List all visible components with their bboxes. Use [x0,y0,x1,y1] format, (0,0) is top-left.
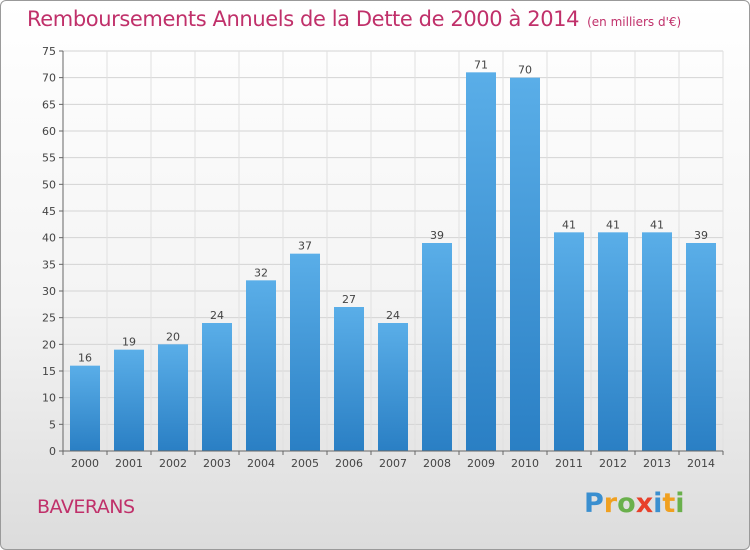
bar [290,253,320,451]
y-tick-label: 40 [42,232,56,245]
title-unit: (en milliers d'€) [587,15,682,29]
bar-value-label: 39 [694,229,708,242]
logo-letter: t [662,488,676,519]
y-tick-label: 5 [49,418,56,431]
x-tick-label: 2011 [555,457,583,470]
x-tick-label: 2000 [71,457,99,470]
logo-letter: i [653,488,663,519]
y-tick-label: 20 [42,338,56,351]
bar [334,307,364,451]
y-tick-label: 60 [42,125,56,138]
bar-value-label: 39 [430,229,444,242]
y-tick-label: 15 [42,365,56,378]
x-tick-label: 2004 [247,457,275,470]
bar [202,323,232,451]
bar-value-label: 41 [650,218,664,231]
labels: 0 5 10 15 20 25 30 35 40 45 50 55 60 65 70 75 16 2000 19 20… [42,45,715,470]
y-tick-label: 75 [42,45,56,58]
y-tick-label: 65 [42,98,56,111]
axes [59,50,724,455]
bar-value-label: 16 [78,352,92,365]
y-tick-label: 70 [42,72,56,85]
bar [554,232,584,451]
bar-value-label: 41 [606,218,620,231]
chart-title: Remboursements Annuels de la Dette de 20… [27,7,681,31]
bar-value-label: 32 [254,266,268,279]
bar [70,365,100,451]
bar [114,349,144,451]
y-tick-label: 0 [49,445,56,458]
logo-letter: i [675,488,685,519]
bar [378,323,408,451]
logo-letter: r [603,488,618,519]
bar-value-label: 19 [122,336,136,349]
y-tick-label: 10 [42,392,56,405]
bar [642,232,672,451]
x-tick-label: 2009 [467,457,495,470]
y-tick-label: 30 [42,285,56,298]
x-tick-label: 2005 [291,457,319,470]
y-tick-label: 50 [42,178,56,191]
bars [70,72,716,452]
bar [510,77,540,452]
bar-value-label: 24 [210,309,224,322]
y-tick-label: 25 [42,312,56,325]
x-tick-label: 2001 [115,457,143,470]
y-tick-label: 55 [42,152,56,165]
x-tick-label: 2002 [159,457,187,470]
x-tick-label: 2014 [687,457,715,470]
x-tick-label: 2012 [599,457,627,470]
y-tick-label: 35 [42,258,56,271]
title-text: Remboursements Annuels de la Dette de 20… [27,7,580,31]
x-tick-label: 2006 [335,457,363,470]
logo-letter: P [584,488,604,519]
bar-value-label: 27 [342,293,356,306]
bar [598,232,628,451]
bar [422,243,452,451]
x-tick-label: 2013 [643,457,671,470]
logo-letter: o [617,488,636,519]
bar [686,243,716,451]
y-tick-label: 45 [42,205,56,218]
logo-letter: x [635,488,654,519]
bar-value-label: 70 [518,64,532,77]
bar-value-label: 71 [474,58,488,71]
bar [246,280,276,451]
x-tick-label: 2008 [423,457,451,470]
bar-value-label: 37 [298,240,312,253]
bar-value-label: 24 [386,309,400,322]
bar [158,344,188,451]
x-tick-label: 2007 [379,457,407,470]
bar-value-label: 20 [166,330,180,343]
town-name: BAVERANS [37,496,135,518]
bar-value-label: 41 [562,218,576,231]
x-tick-label: 2003 [203,457,231,470]
x-tick-label: 2010 [511,457,539,470]
bar [466,72,496,451]
proxiti-logo: Proxiti [584,488,685,519]
